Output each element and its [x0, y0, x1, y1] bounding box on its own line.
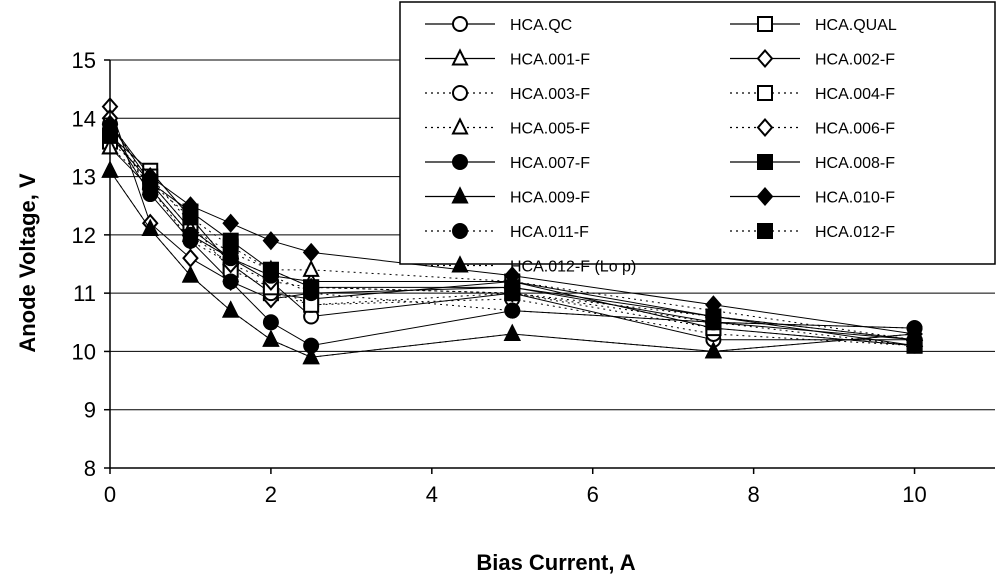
- point-14-7: [704, 341, 723, 359]
- series-lines: [101, 97, 924, 365]
- legend-marker-6: [451, 117, 469, 135]
- point-8-4: [262, 314, 279, 331]
- axes: [104, 59, 995, 474]
- point-14-5: [302, 347, 320, 365]
- legend-entry-10: HCA.009-F: [425, 186, 590, 207]
- legend: HCA.QC HCA.QUAL HCA.001-F HCA.002-F HCA.003-…: [399, 1, 996, 276]
- legend-label-9: HCA.008-F: [815, 155, 895, 172]
- legend-marker-11: [756, 186, 774, 207]
- point-12-6: [504, 302, 521, 319]
- legend-entry-11: HCA.010-F: [730, 186, 895, 207]
- point-11-5: [302, 242, 320, 262]
- x-tick-label-5: 10: [902, 482, 926, 507]
- point-3-2: [182, 248, 199, 268]
- x-tick-label-2: 4: [426, 482, 438, 507]
- point-6-5: [302, 259, 320, 277]
- legend-entry-7: HCA.006-F: [730, 117, 895, 138]
- legend-label-3: HCA.002-F: [815, 52, 895, 69]
- x-tick-label-0: 0: [104, 482, 116, 507]
- legend-label-7: HCA.006-F: [815, 121, 895, 138]
- point-13-3: [222, 238, 239, 255]
- legend-entry-2: HCA.001-F: [425, 48, 590, 69]
- series-13: [102, 127, 923, 354]
- y-tick-label-5: 13: [72, 165, 96, 190]
- legend-label-2: HCA.001-F: [510, 52, 590, 69]
- x-tick-label-4: 8: [748, 482, 760, 507]
- legend-label-8: HCA.007-F: [510, 155, 590, 172]
- legend-marker-3: [756, 48, 774, 69]
- tick-labels: 8 9 10 11 12 13 14 15 0 2 4 6 8 10: [72, 48, 927, 507]
- legend-entry-0: HCA.QC: [425, 16, 572, 34]
- legend-entry-8: HCA.007-F: [425, 154, 590, 172]
- legend-label-5: HCA.004-F: [815, 86, 895, 103]
- legend-marker-9: [757, 154, 773, 170]
- legend-marker-8: [452, 154, 468, 170]
- legend-marker-12: [452, 223, 468, 239]
- point-14-3: [222, 300, 240, 318]
- legend-entry-14: HCA.012-F (Lo p): [425, 255, 636, 276]
- x-axis-title: Bias Current, A: [476, 550, 635, 575]
- y-tick-label-0: 8: [84, 456, 96, 481]
- point-11-7: [705, 295, 722, 315]
- point-14-1: [141, 218, 159, 237]
- legend-marker-7: [756, 117, 774, 138]
- y-tick-label-3: 11: [73, 281, 96, 306]
- legend-label-6: HCA.005-F: [510, 121, 590, 138]
- legend-label-12: HCA.011-F: [510, 224, 589, 241]
- legend-label-11: HCA.010-F: [815, 190, 895, 207]
- legend-entry-12: HCA.011-F: [425, 223, 589, 241]
- legend-entry-9: HCA.008-F: [730, 154, 895, 172]
- legend-entry-1: HCA.QUAL: [730, 16, 897, 34]
- legend-label-10: HCA.009-F: [510, 190, 590, 207]
- y-tick-label-2: 10: [72, 339, 96, 364]
- x-tick-label-1: 2: [265, 482, 277, 507]
- legend-label-14: HCA.012-F (Lo p): [510, 259, 636, 276]
- point-14-2: [181, 265, 200, 283]
- point-14-6: [503, 323, 521, 341]
- legend-entry-6: HCA.005-F: [425, 117, 590, 138]
- legend-label-1: HCA.QUAL: [815, 17, 897, 34]
- legend-marker-10: [451, 186, 469, 204]
- legend-marker-13: [757, 223, 773, 239]
- point-13-7: [705, 314, 722, 331]
- legend-box: [399, 1, 996, 265]
- y-tick-label-7: 15: [72, 48, 96, 73]
- series-line-7: [109, 118, 915, 341]
- point-13-2: [182, 209, 199, 226]
- point-11-3: [222, 213, 240, 233]
- point-13-5: [303, 279, 320, 296]
- legend-entry-4: HCA.003-F: [425, 85, 590, 103]
- point-11-6: [503, 266, 521, 286]
- legend-marker-2: [451, 48, 469, 66]
- legend-label-0: HCA.QC: [510, 17, 572, 34]
- legend-label-13: HCA.012-F: [815, 224, 895, 241]
- x-tick-label-3: 6: [587, 482, 599, 507]
- y-tick-label-4: 12: [72, 223, 96, 248]
- legend-marker-0: [452, 16, 468, 32]
- y-axis-title: Anode Voltage, V: [15, 173, 40, 353]
- point-13-4: [262, 261, 279, 278]
- legend-marker-1: [757, 16, 773, 32]
- point-13-6: [504, 285, 521, 302]
- point-8-3: [222, 273, 239, 290]
- legend-label-4: HCA.003-F: [510, 86, 590, 103]
- point-11-4: [262, 231, 280, 251]
- legend-entry-3: HCA.002-F: [730, 48, 895, 69]
- point-14-8: [905, 323, 924, 341]
- legend-entry-13: HCA.012-F: [730, 223, 895, 241]
- point-12-2: [182, 226, 199, 243]
- y-tick-label-6: 14: [72, 106, 96, 131]
- y-tick-label-1: 9: [84, 398, 96, 423]
- legend-entry-5: HCA.004-F: [730, 85, 895, 103]
- legend-marker-4: [452, 85, 468, 101]
- point-14-4: [262, 329, 280, 347]
- legend-marker-14: [451, 255, 469, 273]
- point-13-1: [142, 174, 159, 191]
- legend-marker-5: [757, 85, 773, 101]
